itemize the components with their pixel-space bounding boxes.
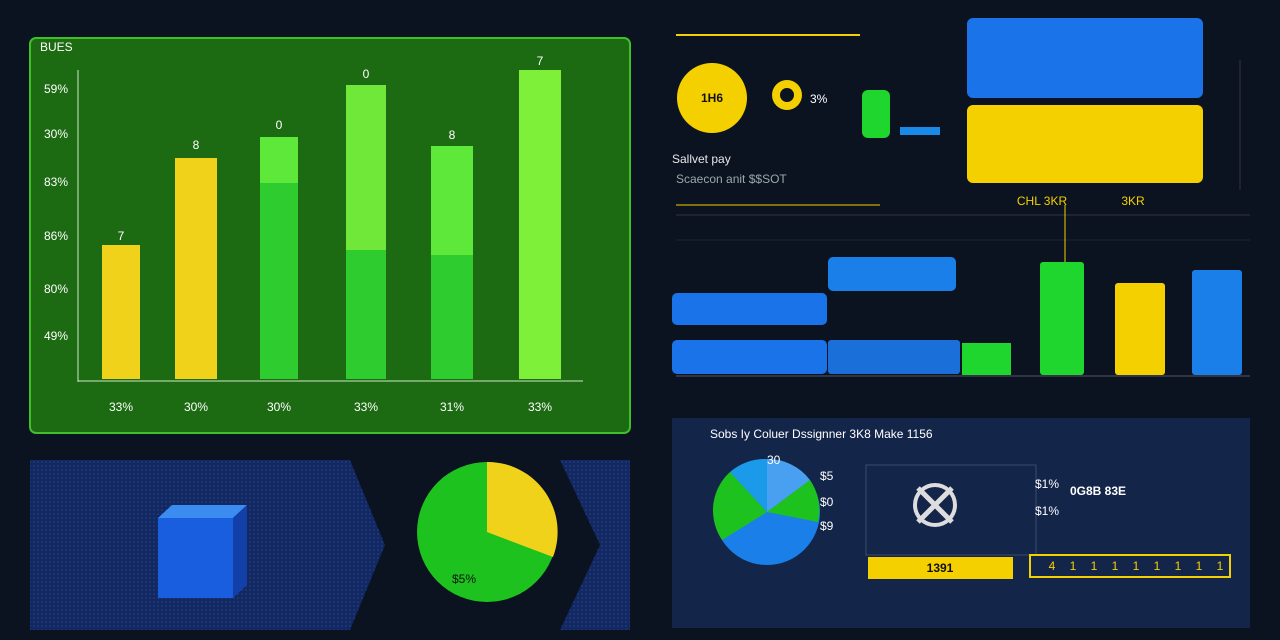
generated-labels: 59% 30% 83% 86% 80% 49% 7 8 0 0 8 7 33% 30% 30% 33% 31% 3… bbox=[44, 54, 552, 414]
bar-label: 7 bbox=[537, 54, 544, 68]
badge-text: 1H6 bbox=[701, 91, 723, 105]
bar-top bbox=[260, 137, 298, 183]
pie-label: $5% bbox=[452, 572, 476, 586]
cube-side bbox=[233, 505, 247, 598]
scale-label: 1 bbox=[1070, 559, 1077, 573]
scale-label: 1 bbox=[1217, 559, 1224, 573]
y-label: 83% bbox=[44, 175, 68, 189]
bar bbox=[1040, 262, 1084, 375]
bar bbox=[828, 340, 960, 374]
bar bbox=[1192, 270, 1242, 375]
scale-label: 4 bbox=[1049, 559, 1056, 573]
pie-slice bbox=[714, 472, 767, 512]
pie-label: $9 bbox=[820, 519, 834, 533]
x-label: 30% bbox=[184, 400, 208, 414]
bar bbox=[828, 257, 956, 291]
x-label: 33% bbox=[354, 400, 378, 414]
scale-label: 1 bbox=[1112, 559, 1119, 573]
y-label: 49% bbox=[44, 329, 68, 343]
pie-slice bbox=[712, 500, 767, 540]
bar-label: 0 bbox=[276, 118, 283, 132]
summary-title: Sallvet pay bbox=[672, 152, 731, 166]
summary-subtitle: Scaecon anit $$SOT bbox=[676, 172, 787, 186]
scale-label: 1 bbox=[1091, 559, 1098, 573]
scale-label: 1 bbox=[1175, 559, 1182, 573]
ticker: 1391 bbox=[927, 561, 954, 575]
y-label: 80% bbox=[44, 282, 68, 296]
card bbox=[967, 18, 1203, 98]
bar-label: 8 bbox=[449, 128, 456, 142]
pie-panel: $5% bbox=[30, 460, 630, 630]
pie-label: $5 bbox=[820, 469, 834, 483]
pie-label: 30 bbox=[767, 453, 781, 467]
scale-label: 1 bbox=[1133, 559, 1140, 573]
panel-title: BUES bbox=[40, 40, 73, 54]
pie-slice bbox=[730, 458, 767, 512]
bar bbox=[1115, 283, 1165, 375]
x-label: 33% bbox=[528, 400, 552, 414]
designer-panel: Sobs Iy Coluer Dssignner 3K8 Make 1156 3… bbox=[672, 418, 1250, 628]
scale-strip bbox=[1029, 554, 1231, 578]
icon bbox=[780, 88, 794, 102]
cube-top bbox=[158, 505, 247, 518]
bar-top bbox=[431, 146, 473, 255]
x-label: 33% bbox=[109, 400, 133, 414]
bar-panel: BUES bbox=[29, 37, 631, 434]
panel-title: Sobs Iy Coluer Dssignner 3K8 Make 1156 bbox=[710, 427, 933, 441]
bar-label: 7 bbox=[118, 229, 125, 243]
card bbox=[967, 105, 1203, 183]
pie-labels: 30 $5 $0 $9 bbox=[767, 453, 834, 533]
percent: 3% bbox=[810, 92, 828, 106]
label: CHL 3KR bbox=[1017, 194, 1068, 208]
bar bbox=[102, 245, 140, 379]
bar bbox=[962, 343, 1011, 375]
label: 3KR bbox=[1121, 194, 1145, 208]
indicator bbox=[862, 90, 890, 138]
x-label: 30% bbox=[267, 400, 291, 414]
scale-label: 1 bbox=[1196, 559, 1203, 573]
bar-panel-2: CHL 3KR 3KR bbox=[672, 194, 1250, 377]
badge bbox=[677, 63, 747, 133]
side-label: $1% bbox=[1035, 504, 1059, 518]
summary: 1H6 3% Sallvet pay Scaecon anit $$SOT bbox=[672, 18, 1241, 190]
bar-top bbox=[346, 85, 386, 250]
side-label: $1% bbox=[1035, 477, 1059, 491]
pie-slice bbox=[767, 458, 810, 512]
indicator bbox=[900, 127, 940, 135]
pie-slice bbox=[767, 480, 820, 522]
pie-slice bbox=[487, 461, 558, 557]
bar bbox=[672, 293, 827, 325]
frame bbox=[865, 464, 1037, 556]
bar-label: 0 bbox=[363, 67, 370, 81]
y-label: 59% bbox=[44, 82, 68, 96]
emblem bbox=[913, 483, 957, 527]
cube-front bbox=[158, 518, 233, 598]
emblem bbox=[916, 486, 954, 524]
x-label: 31% bbox=[440, 400, 464, 414]
bar bbox=[519, 70, 561, 379]
pie-label: $0 bbox=[820, 495, 834, 509]
code: 0G8B 83E bbox=[1070, 484, 1126, 498]
bar-label: 8 bbox=[193, 138, 200, 152]
bar bbox=[672, 340, 827, 374]
y-label: 86% bbox=[44, 229, 68, 243]
y-label: 30% bbox=[44, 127, 68, 141]
bar bbox=[175, 158, 217, 379]
scale-label: 1 bbox=[1154, 559, 1161, 573]
ticker-bar bbox=[868, 557, 1013, 579]
